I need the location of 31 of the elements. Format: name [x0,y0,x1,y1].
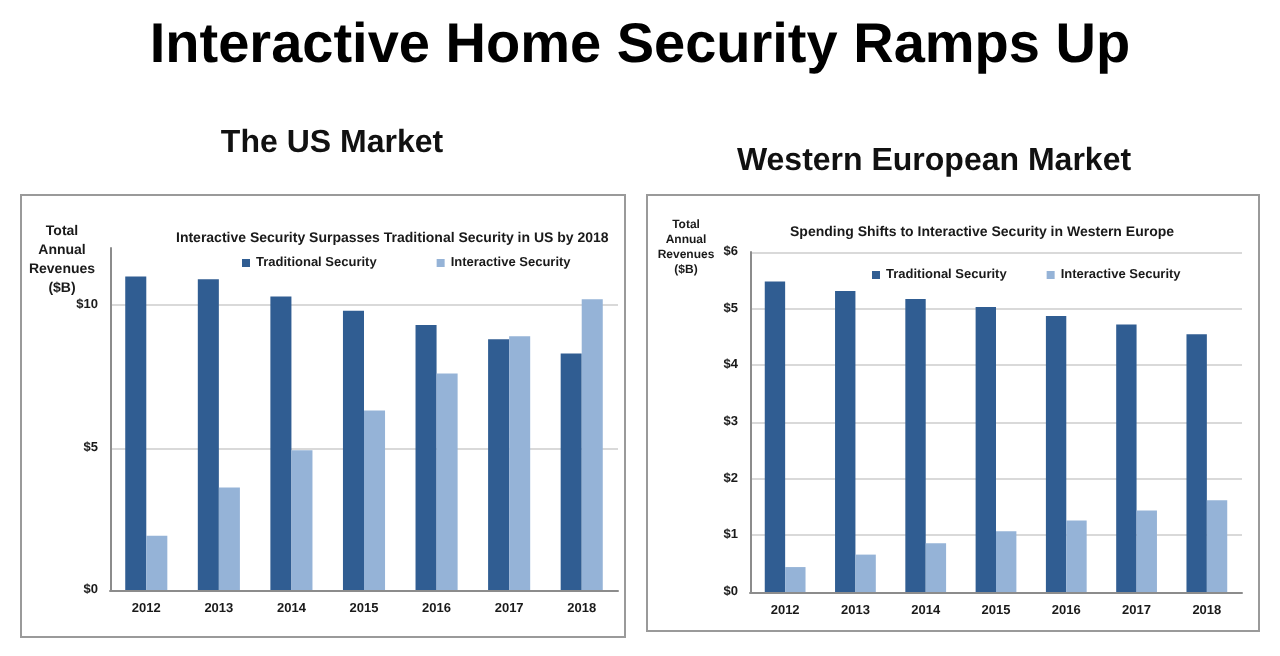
bar [1116,324,1137,592]
bar [835,291,856,592]
bar [1045,316,1067,592]
chart-title: Western European Market [736,144,1132,180]
bar [436,373,458,590]
bar [996,531,1017,592]
bar [855,554,876,592]
bar [1136,510,1157,592]
bar [785,567,806,592]
bar [342,310,364,590]
bar [146,535,168,590]
bar [560,353,582,590]
bar [1206,500,1228,592]
text: Interactive Home Security Ramps Up [147,12,1133,76]
bar [905,299,926,592]
bar [218,487,240,590]
bar [197,279,219,590]
bar [1066,520,1087,592]
bar [125,276,147,590]
chart-title: The US Market [220,126,444,162]
bar [291,450,313,590]
bar [975,306,996,592]
bar [581,299,603,590]
bar [270,296,292,590]
bar [488,339,510,590]
bar [509,336,531,590]
bar [925,543,947,592]
bar [364,410,386,590]
bar [764,281,786,592]
bar [1186,334,1207,592]
bar [415,324,437,590]
